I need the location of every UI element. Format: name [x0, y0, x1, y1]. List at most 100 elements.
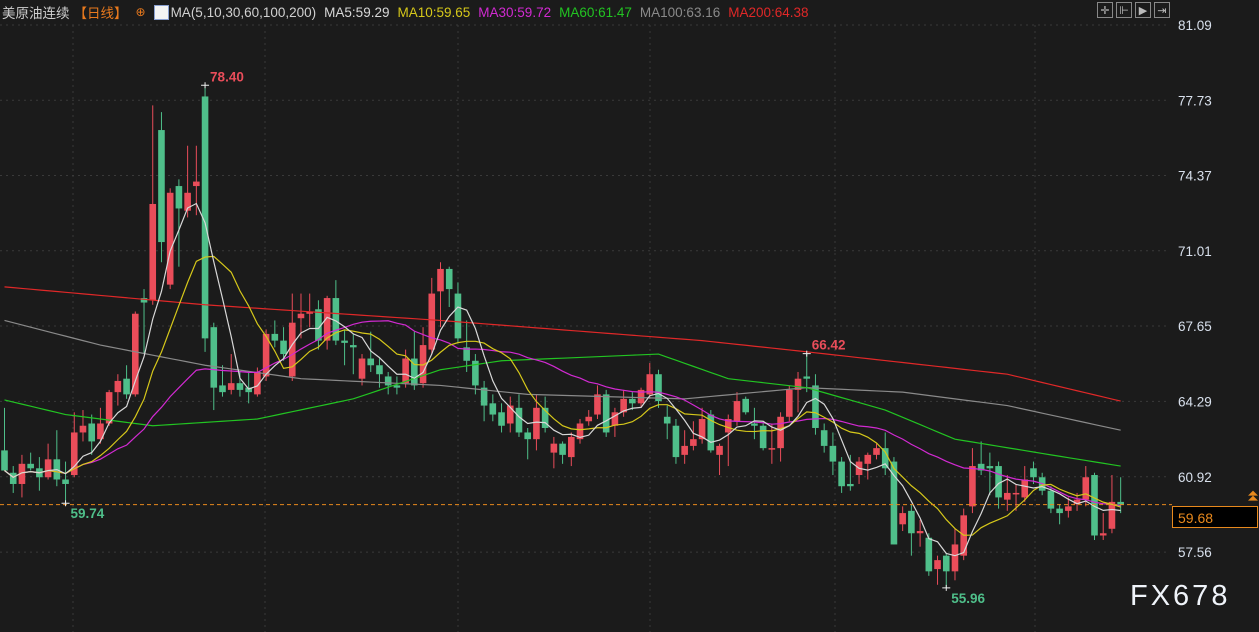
- candle-body: [70, 432, 78, 476]
- play-step-icon[interactable]: ▶: [1135, 2, 1151, 18]
- candle: [855, 457, 863, 484]
- candle-body: [18, 463, 26, 484]
- candle-body: [437, 268, 444, 292]
- candle-body: [881, 448, 889, 469]
- candle: [594, 385, 601, 420]
- candle: [376, 358, 383, 388]
- candle-body: [777, 416, 784, 449]
- candle-body: [393, 385, 401, 388]
- candle-body: [524, 432, 531, 440]
- candle: [280, 327, 287, 361]
- exit-icon[interactable]: ⇥: [1154, 2, 1170, 18]
- candle: [611, 407, 619, 437]
- ma60-value: MA60:61.47: [559, 4, 632, 20]
- candle: [951, 528, 959, 581]
- candle: [716, 443, 723, 476]
- candle: [995, 461, 1002, 509]
- candle-body: [951, 544, 959, 572]
- ma10-line: [4, 255, 1121, 536]
- ma10-value: MA10:59.65: [397, 4, 471, 20]
- last-price-tag: 59.68: [1172, 506, 1258, 528]
- candle: [942, 553, 950, 588]
- candle-body: [969, 466, 976, 507]
- candle: [79, 410, 87, 442]
- candle: [480, 380, 488, 422]
- zoom-range-icon[interactable]: ⊩: [1116, 2, 1132, 18]
- candle-body: [515, 407, 523, 433]
- candle-body: [733, 401, 741, 422]
- candle: [437, 262, 444, 328]
- candle-body: [332, 298, 340, 341]
- candle: [724, 414, 732, 467]
- candle-body: [550, 443, 558, 453]
- period-selector[interactable]: 【日线】: [73, 6, 128, 21]
- candle-body: [916, 531, 924, 534]
- candle: [158, 112, 165, 263]
- candle-body: [402, 358, 409, 384]
- candle-body: [376, 365, 383, 375]
- candle: [315, 300, 322, 350]
- ma30-line: [4, 320, 1121, 507]
- candle: [1047, 486, 1055, 514]
- candle-body: [759, 425, 767, 449]
- candle: [672, 419, 680, 464]
- candle: [123, 365, 130, 399]
- candle: [132, 311, 139, 397]
- candle-body: [306, 311, 313, 314]
- candle-body: [646, 374, 654, 395]
- candle: [454, 282, 462, 343]
- candle: [332, 280, 340, 346]
- candle-body: [690, 439, 697, 446]
- candle: [969, 448, 976, 514]
- candle-body: [768, 448, 776, 450]
- crosshair-icon[interactable]: ✛: [1097, 2, 1113, 18]
- candle: [201, 85, 209, 352]
- candle-body: [1021, 479, 1029, 498]
- candle: [585, 410, 593, 426]
- y-tick-label: 77.73: [1178, 93, 1212, 108]
- candle-body: [786, 389, 793, 417]
- candle-body: [1117, 501, 1124, 505]
- candle: [411, 331, 418, 390]
- candle: [428, 277, 436, 355]
- candle: [53, 430, 61, 487]
- candle-body: [637, 389, 645, 404]
- candle-body: [585, 416, 593, 422]
- candle-body: [698, 419, 706, 440]
- candle: [1056, 504, 1063, 525]
- candle-body: [602, 394, 610, 433]
- candle-body: [123, 378, 130, 395]
- candle-body: [794, 378, 802, 390]
- candle-body: [1065, 506, 1072, 511]
- candle-body: [1, 450, 8, 471]
- candle: [489, 394, 497, 422]
- instrument-title: 美原油连续: [2, 6, 70, 21]
- candle-body: [27, 463, 34, 469]
- high-price-label: 66.42: [812, 338, 846, 353]
- candle-body: [1056, 508, 1063, 514]
- ma60-line: [4, 353, 1121, 467]
- candle: [1099, 513, 1107, 540]
- candle: [934, 555, 941, 585]
- candle-body: [79, 425, 87, 433]
- candle-body: [201, 96, 209, 339]
- circle-settings-icon[interactable]: ⊕: [135, 5, 146, 19]
- candle-body: [193, 181, 200, 187]
- ma5-value: MA5:59.29: [324, 4, 390, 20]
- candle: [812, 374, 819, 435]
- indicator-chart-icon[interactable]: [153, 4, 169, 20]
- extreme-marker-icon: [802, 350, 811, 357]
- ma-indicator-label[interactable]: MA(5,10,30,60,100,200): [170, 4, 317, 20]
- candle-body: [1108, 501, 1116, 529]
- candle: [341, 329, 348, 366]
- candle: [515, 394, 523, 437]
- candle-body: [742, 398, 749, 413]
- candle-body: [620, 398, 627, 413]
- candle-body: [210, 327, 218, 388]
- candle-body: [533, 407, 540, 440]
- candle: [1012, 483, 1020, 511]
- candle: [899, 506, 906, 532]
- ma200-value: MA200:64.38: [728, 4, 809, 20]
- candle: [698, 407, 706, 444]
